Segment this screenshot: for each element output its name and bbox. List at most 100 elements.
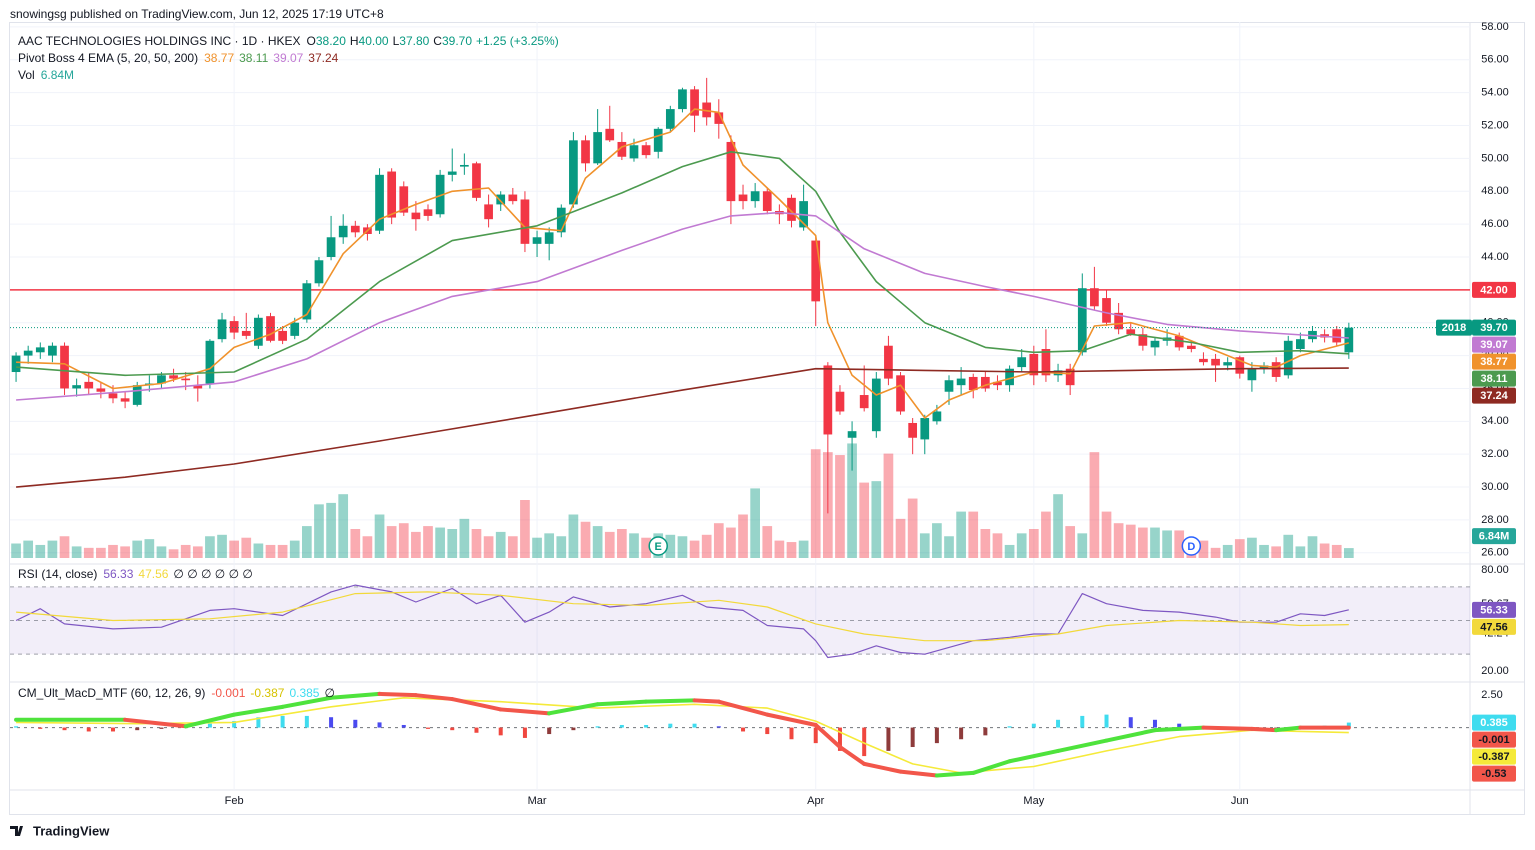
- volume-bar: [1174, 530, 1185, 558]
- ema-badge-bg: [1472, 336, 1516, 353]
- y-tick-label: 56.00: [1481, 54, 1509, 66]
- candle-body: [1138, 334, 1148, 346]
- candle-body: [35, 347, 45, 353]
- candle-body: [702, 102, 712, 118]
- volume-bar: [144, 539, 155, 558]
- candle-body: [1247, 368, 1257, 381]
- volume-bar: [665, 534, 676, 558]
- candle-body: [871, 378, 881, 432]
- volume-bar: [314, 504, 324, 558]
- candle-body: [496, 194, 506, 205]
- macd-histogram-bar: [1177, 723, 1182, 728]
- indicator-value: 38.11: [239, 51, 268, 65]
- volume-bar: [762, 526, 773, 558]
- ema-badge-bg: [1472, 387, 1516, 404]
- volume-bar: [1138, 527, 1148, 558]
- macd-badge: 0.385: [1480, 717, 1508, 729]
- volume-bar: [1234, 539, 1245, 558]
- candle-body: [459, 164, 469, 167]
- candle-body: [581, 140, 590, 164]
- rsi-value: 47.56: [138, 567, 168, 581]
- publisher-line: snowingsg published on TradingView.com, …: [10, 7, 384, 21]
- candle-body: [108, 393, 118, 399]
- event-marker: [648, 536, 668, 556]
- macd-extra: ∅: [324, 686, 334, 700]
- volume-bar: [1259, 544, 1269, 558]
- candle-body: [787, 197, 796, 221]
- macd-line-segment: [498, 707, 552, 716]
- volume-bar: [1343, 548, 1354, 558]
- candle-body: [1283, 340, 1293, 376]
- candle-body: [314, 260, 324, 284]
- rsi-line: [15, 584, 1349, 659]
- volume-bar: [1210, 547, 1221, 558]
- macd-line-segment: [183, 712, 237, 729]
- macd-line-segment: [232, 704, 285, 717]
- volume-bar: [411, 531, 421, 558]
- volume-bar: [1222, 544, 1233, 558]
- macd-line-segment: [971, 759, 1012, 775]
- macd-line-segment: [1152, 725, 1206, 733]
- ohlc-value: 38.20: [316, 34, 346, 48]
- volume-bar: [1004, 544, 1015, 558]
- volume-bar: [1125, 524, 1136, 558]
- macd-line-segment: [1056, 738, 1109, 753]
- volume-bar: [398, 523, 409, 558]
- macd-histogram-bar: [353, 719, 358, 728]
- y-tick-label: 58.00: [1481, 21, 1509, 33]
- candle-body: [217, 319, 227, 340]
- ohlc-value: 39.70: [442, 34, 472, 48]
- volume-bar: [907, 498, 918, 558]
- volume-bar: [835, 455, 845, 558]
- volume-bar: [350, 529, 361, 558]
- candle-body: [1211, 358, 1220, 366]
- volume-bar: [495, 531, 506, 558]
- candle-body: [1029, 353, 1039, 376]
- candle-body: [241, 330, 251, 336]
- volume-bar: [580, 521, 591, 558]
- macd-line-segment: [1104, 728, 1157, 743]
- ohlc-value: 40.00: [359, 34, 389, 48]
- indicator-value: 38.77: [204, 51, 234, 65]
- y-tick-label: 30.00: [1481, 481, 1509, 493]
- ema-line: [16, 108, 1350, 419]
- volume-bar: [1247, 537, 1257, 558]
- macd-line-segment: [1007, 748, 1061, 764]
- y-tick-label: 52.00: [1481, 119, 1509, 131]
- macd-histogram-bar: [571, 727, 576, 731]
- ema-badge: 39.07: [1480, 339, 1508, 351]
- volume-bar: [96, 547, 106, 558]
- volume-bar: [810, 449, 821, 558]
- y-tick-label: 34.00: [1481, 415, 1509, 427]
- volume-bar: [192, 546, 203, 558]
- x-tick-label: Feb: [225, 795, 244, 807]
- macd-histogram-bar: [1007, 726, 1012, 728]
- macd-histogram-bar: [692, 723, 697, 728]
- macd-histogram-bar: [14, 726, 19, 728]
- macd-histogram-bar: [280, 715, 285, 728]
- volume-bar: [253, 543, 264, 558]
- volume-bar: [435, 527, 445, 558]
- candle-body: [96, 388, 106, 392]
- indicator-value: 37.24: [308, 51, 338, 65]
- volume-bar: [592, 526, 603, 558]
- volume-bar: [992, 533, 1003, 558]
- volume-bar: [326, 502, 336, 558]
- volume-bar: [1271, 546, 1281, 558]
- macd-histogram-bar: [959, 727, 964, 740]
- candle-body: [23, 350, 33, 356]
- macd-badge: -0.001: [1478, 734, 1509, 746]
- candle-body: [762, 191, 772, 211]
- volume-bar: [919, 533, 930, 558]
- volume-bar: [168, 549, 179, 558]
- candle-body: [1005, 368, 1014, 386]
- macd-histogram-bar: [765, 727, 770, 735]
- candle-body: [750, 191, 760, 202]
- candle-body: [254, 317, 263, 346]
- candle-body: [544, 232, 554, 244]
- volume-bar: [738, 514, 748, 558]
- macd-histogram-bar: [329, 717, 334, 728]
- candle-body: [556, 207, 566, 233]
- volume-bar: [483, 536, 494, 558]
